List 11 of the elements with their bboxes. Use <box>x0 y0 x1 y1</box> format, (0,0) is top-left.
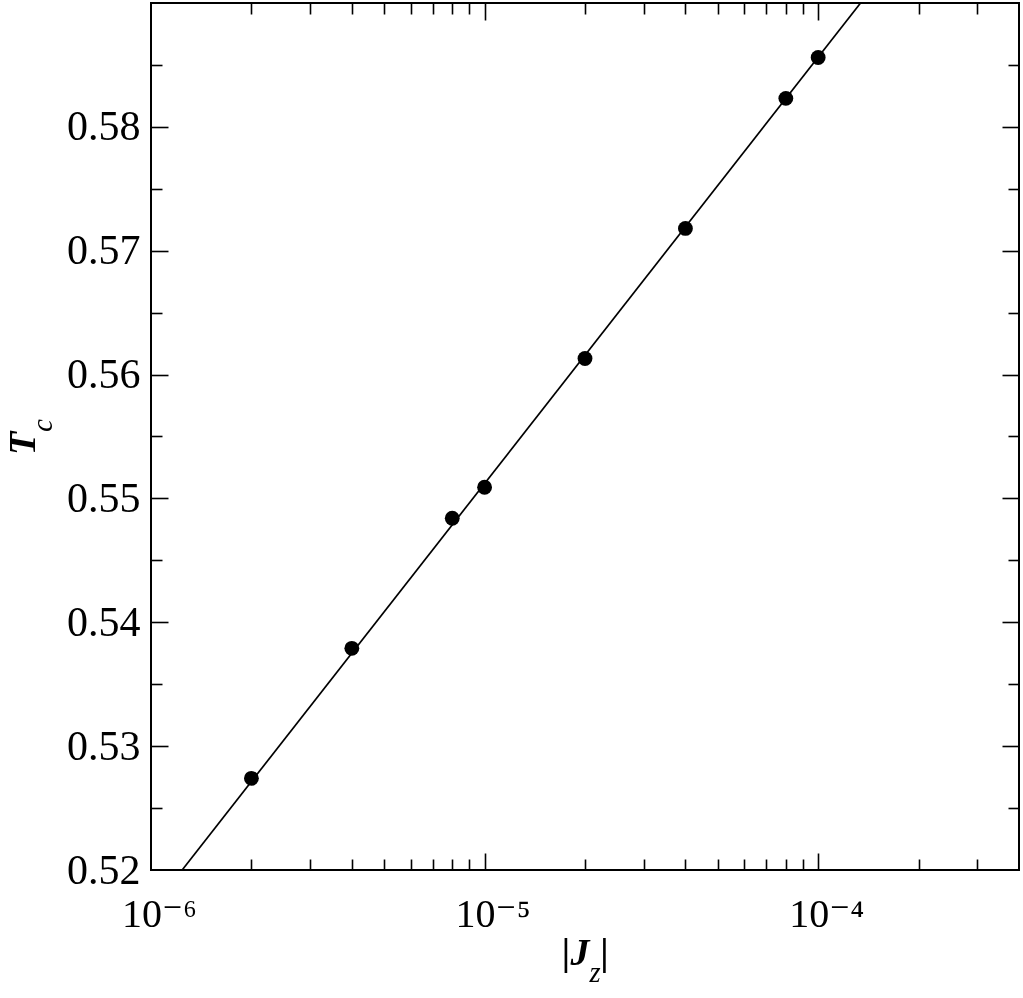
y-tick-label: 0.54 <box>67 598 141 645</box>
x-axis-title: |J$_{z}$| <box>562 930 609 988</box>
x-tick-label: 10⁻⁴ <box>789 890 865 936</box>
x-tick-label: 10⁻⁵ <box>455 890 531 936</box>
y-tick-label: 0.57 <box>67 227 141 274</box>
y-tick-label: 0.53 <box>67 722 141 769</box>
y-tick-label: 0.58 <box>67 103 141 150</box>
x-tick-label: 10⁻⁶ <box>121 890 198 936</box>
y-tick-label: 0.55 <box>67 474 141 521</box>
y-tick-label: 0.56 <box>67 351 141 398</box>
y-tick-label: 0.52 <box>67 846 141 893</box>
